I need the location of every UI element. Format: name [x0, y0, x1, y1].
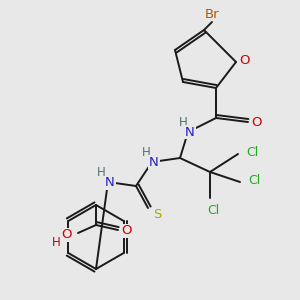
Text: Br: Br: [205, 8, 219, 20]
Text: H: H: [52, 236, 60, 250]
Text: O: O: [239, 55, 249, 68]
Text: S: S: [153, 208, 161, 221]
Text: H: H: [97, 167, 105, 179]
Text: N: N: [149, 155, 159, 169]
Text: H: H: [142, 146, 150, 158]
Text: Cl: Cl: [207, 203, 219, 217]
Text: Cl: Cl: [248, 175, 260, 188]
Text: O: O: [252, 116, 262, 128]
Text: O: O: [122, 224, 132, 238]
Text: Cl: Cl: [246, 146, 258, 160]
Text: N: N: [185, 125, 195, 139]
Text: H: H: [178, 116, 188, 128]
Text: N: N: [105, 176, 115, 190]
Text: O: O: [61, 229, 71, 242]
